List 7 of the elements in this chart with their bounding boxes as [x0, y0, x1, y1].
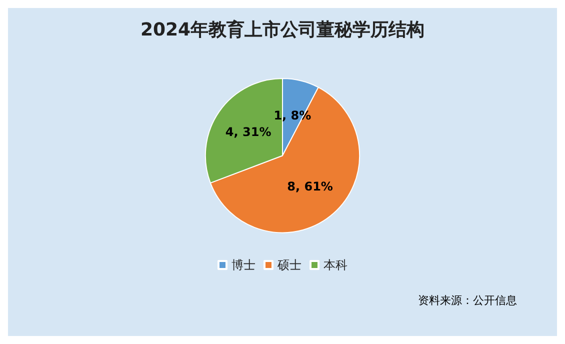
- legend-label: 硕士: [276, 258, 302, 272]
- text: 资料来源：公开信息: [418, 294, 517, 307]
- data-label: 8, 61%: [287, 180, 333, 194]
- data-label: 4, 31%: [225, 125, 272, 140]
- legend-label: 本科: [324, 258, 348, 272]
- legend-label: 博士: [232, 258, 256, 272]
- chart-title: 2024年教育上市公司董秘学历结构: [140, 18, 425, 40]
